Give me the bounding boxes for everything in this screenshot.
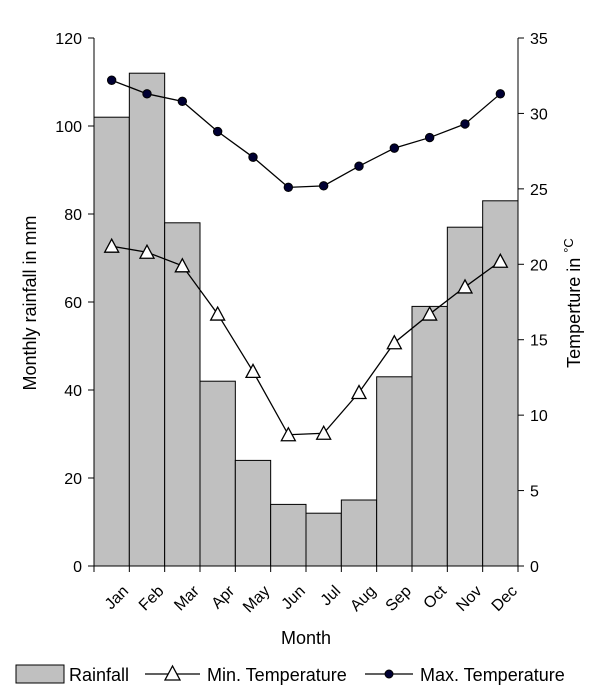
rainfall-bar-aug [340, 499, 378, 567]
min-temp-point-jan [103, 237, 120, 253]
y-left-tick-label: 100 [55, 119, 82, 136]
max-temp-point-sep [389, 143, 400, 153]
x-tick-label-dec: Dec [489, 583, 521, 615]
legend-max-temp-label: Max. Temperature [420, 665, 565, 685]
min-temp-point-nov [456, 278, 474, 294]
y-left-tick-label: 80 [64, 207, 82, 224]
y-right-tick-label: 30 [530, 106, 548, 123]
x-tick-label-sep: Sep [383, 583, 415, 615]
legend: Rainfall Min. Temperature Max. Temperatu… [15, 664, 565, 685]
min-temp-point-may [244, 363, 262, 379]
max-temp-point-dec [495, 89, 506, 99]
x-tick-label-may: May [240, 583, 273, 616]
max-temp-point-feb [142, 89, 152, 99]
x-tick-label-apr: Apr [209, 582, 239, 612]
y-right-tick-label: 35 [530, 31, 548, 48]
legend-rainfall-label: Rainfall [69, 665, 129, 685]
min-temp-point-dec [492, 252, 509, 268]
y-left-tick-label: 60 [64, 295, 82, 312]
min-temp-point-sep [386, 334, 403, 350]
x-axis-title: Month [281, 628, 331, 648]
min-temp-point-feb [138, 243, 156, 259]
rainfall-bar-mar [164, 222, 201, 567]
rainfall-bar-oct [411, 305, 448, 567]
y-left-tick-label: 0 [73, 559, 82, 576]
min-temp-point-oct [421, 305, 438, 321]
min-temp-point-jun [280, 426, 297, 442]
min-temp-point-apr [209, 305, 226, 321]
legend-rainfall-swatch [15, 664, 65, 684]
legend-min-temp-marker [163, 664, 182, 681]
chart-axes [88, 37, 524, 572]
max-temp-point-jan [106, 75, 117, 85]
y-right-tick-label: 0 [530, 559, 539, 576]
max-temp-point-oct [424, 132, 435, 143]
rainfall-bar-jul [305, 512, 342, 567]
y-axis-right-title-main: Temperture in [564, 253, 584, 368]
max-temp-point-jul [318, 181, 329, 191]
min-temp-point-aug [350, 384, 368, 400]
x-tick-label-nov: Nov [453, 583, 485, 615]
x-tick-label-jan: Jan [102, 583, 132, 613]
y-right-tick-label: 20 [530, 257, 548, 274]
rainfall-bars [93, 72, 519, 567]
y-left-tick-label: 120 [55, 31, 82, 48]
max-temp-point-apr [212, 126, 223, 137]
y-axis-right-title: Temperture in °C [561, 238, 584, 368]
rainfall-bar-sep [376, 376, 413, 567]
max-temp-point-aug [354, 161, 364, 171]
rainfall-bar-apr [199, 380, 236, 567]
y-axis-right-title-unit: °C [561, 238, 576, 253]
y-left-tick-label: 20 [64, 471, 82, 488]
rainfall-bar-may [234, 459, 272, 567]
min-temperature-line [111, 245, 501, 436]
x-tick-label-jun: Jun [279, 583, 309, 613]
legend-max-temp-marker [384, 669, 394, 679]
x-tick-label-jul: Jul [318, 583, 344, 609]
x-tick-label-mar: Mar [171, 582, 203, 614]
max-temp-point-jun [283, 182, 294, 193]
y-right-tick-label: 25 [530, 182, 548, 199]
rainfall-bar-jun [270, 503, 307, 567]
y-left-tick-label: 40 [64, 383, 82, 400]
max-temp-point-may [248, 152, 258, 162]
max-temperature-line [111, 79, 501, 189]
rainfall-bar-feb [128, 72, 166, 567]
max-temp-point-mar [177, 96, 188, 107]
x-tick-label-feb: Feb [136, 583, 168, 615]
y-right-tick-label: 5 [530, 484, 539, 501]
x-tick-label-aug: Aug [347, 583, 379, 615]
legend-min-temp-label: Min. Temperature [207, 665, 347, 685]
y-right-tick-label: 10 [530, 408, 548, 425]
y-right-tick-label: 15 [530, 333, 548, 350]
temperature-lines [103, 75, 509, 442]
max-temp-point-nov [460, 119, 470, 129]
rainfall-bar-jan [93, 116, 130, 567]
min-temp-point-mar [174, 257, 191, 273]
x-tick-label-oct: Oct [421, 582, 451, 612]
min-temp-point-jul [315, 424, 332, 440]
y-axis-left-title: Monthly rainfall in mm [20, 215, 40, 390]
